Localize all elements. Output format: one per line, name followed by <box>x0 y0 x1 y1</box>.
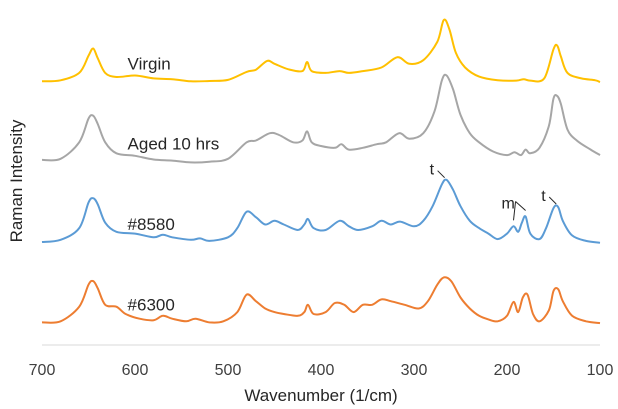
series-line-8580 <box>41 178 601 244</box>
x-tick-label: 200 <box>494 362 521 379</box>
annotation-group: t m t <box>430 162 557 221</box>
x-tick-label: 700 <box>29 362 56 379</box>
series-label-8580: #8580 <box>128 215 175 234</box>
series-label-virgin: Virgin <box>128 54 171 73</box>
x-axis-label: Wavenumber (1/cm) <box>244 386 397 405</box>
annotation-pointer <box>548 196 557 205</box>
annotation-pointer <box>513 201 517 221</box>
series-line-virgin <box>41 18 601 84</box>
series-group <box>41 18 601 325</box>
series-line-aged-10-hrs <box>41 73 601 164</box>
series-label-aged-10-hrs: Aged 10 hrs <box>128 135 220 154</box>
annotation-pointer <box>515 201 526 211</box>
annotation-pointer <box>437 170 445 179</box>
x-tick-label: 100 <box>587 362 614 379</box>
y-axis-label: Raman Intensity <box>7 119 26 242</box>
peak-annotation-t: t <box>430 162 435 179</box>
series-label-group: Virgin Aged 10 hrs #8580 #6300 <box>128 54 220 314</box>
series-line-6300 <box>41 276 601 325</box>
x-axis-ticks: 700 600 500 400 300 200 100 <box>29 362 614 379</box>
x-tick-label: 300 <box>401 362 428 379</box>
x-tick-label: 400 <box>308 362 335 379</box>
peak-annotation-t: t <box>541 188 546 205</box>
series-label-6300: #6300 <box>128 295 175 314</box>
x-tick-label: 500 <box>215 362 242 379</box>
peak-annotation-m: m <box>502 195 515 212</box>
x-tick-label: 600 <box>122 362 149 379</box>
